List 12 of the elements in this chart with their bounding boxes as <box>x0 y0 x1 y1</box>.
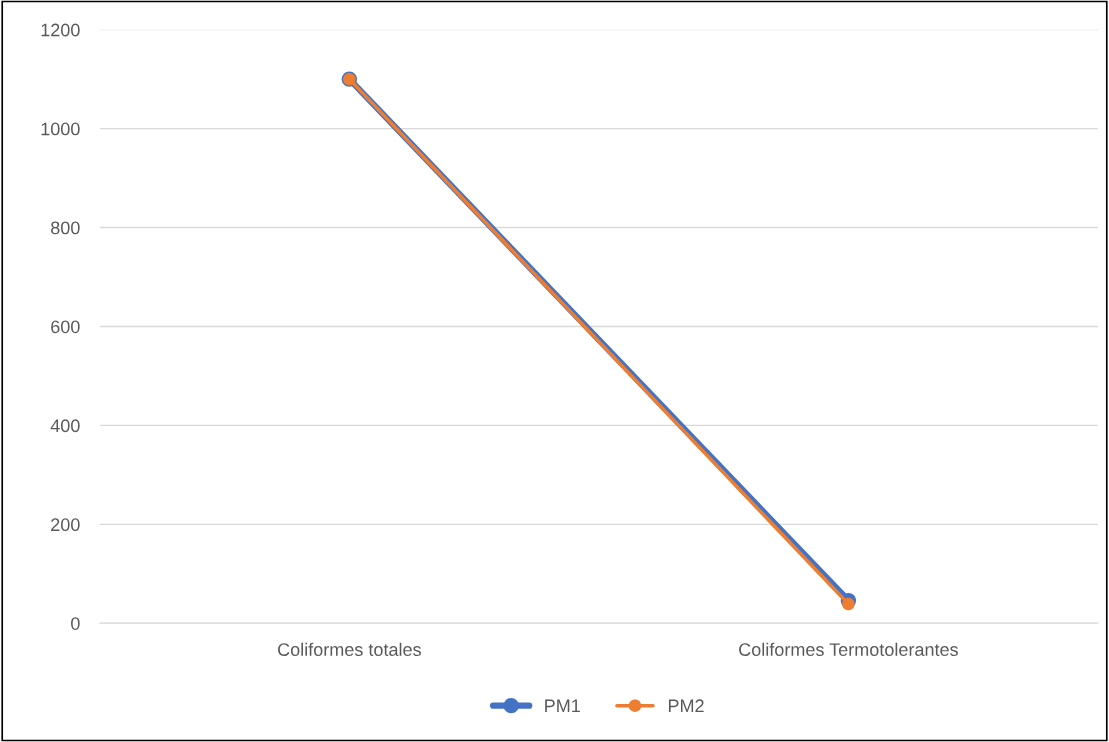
legend-label: PM2 <box>668 699 704 712</box>
point <box>842 597 855 611</box>
legend-label: PM1 <box>545 699 580 712</box>
y-tick-label: 200 <box>51 518 80 532</box>
x-tick-label: Coliformes Termotolerantes <box>739 642 958 656</box>
y-tick-label: 400 <box>50 419 80 433</box>
y-tick-label: 600 <box>51 320 80 334</box>
x-tick-label: Coliformes totales <box>278 642 421 656</box>
y-tick-label: 0 <box>71 617 80 630</box>
y-tick-label: 1000 <box>41 122 80 136</box>
y-tick-label: 1200 <box>41 23 80 37</box>
y-tick-label: 800 <box>51 221 80 235</box>
